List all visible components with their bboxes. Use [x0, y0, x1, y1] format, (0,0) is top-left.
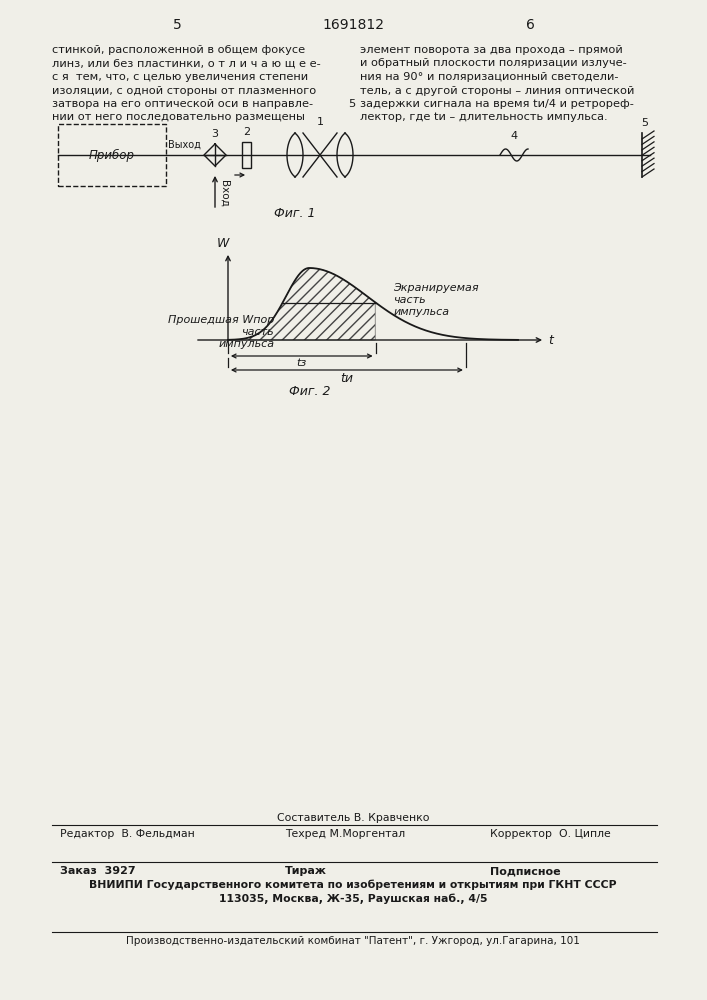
Text: W: W	[217, 237, 229, 250]
Text: с я  тем, что, с целью увеличения степени: с я тем, что, с целью увеличения степени	[52, 72, 308, 82]
Text: Производственно-издательский комбинат "Патент", г. Ужгород, ул.Гагарина, 101: Производственно-издательский комбинат "П…	[126, 936, 580, 946]
Text: Тираж: Тираж	[285, 866, 327, 876]
Text: 1: 1	[317, 117, 324, 127]
Text: 5: 5	[641, 118, 648, 128]
Text: импульса: импульса	[218, 339, 274, 349]
Text: Фиг. 2: Фиг. 2	[289, 385, 331, 398]
Text: Прибор: Прибор	[89, 148, 135, 162]
Text: линз, или без пластинки, о т л и ч а ю щ е е-: линз, или без пластинки, о т л и ч а ю щ…	[52, 58, 321, 68]
Bar	[242, 142, 251, 168]
Text: Выход: Выход	[168, 140, 201, 150]
Text: 3: 3	[211, 129, 218, 139]
Text: Техред М.Моргентал: Техред М.Моргентал	[285, 829, 405, 839]
Text: 5: 5	[173, 18, 182, 32]
Text: импульса: импульса	[394, 307, 450, 317]
Text: и обратный плоскости поляризации излуче-: и обратный плоскости поляризации излуче-	[360, 58, 626, 68]
Text: задержки сигнала на время tи/4 и ретрореф-: задержки сигнала на время tи/4 и ретроре…	[360, 99, 634, 109]
Text: 5: 5	[349, 99, 356, 109]
Text: нии от него последовательно размещены: нии от него последовательно размещены	[52, 112, 305, 122]
Text: tз: tз	[297, 358, 307, 368]
Text: часть: часть	[242, 327, 274, 337]
Text: t: t	[548, 334, 553, 347]
Text: Фиг. 1: Фиг. 1	[274, 207, 316, 220]
Text: лектор, где tи – длительность импульса.: лектор, где tи – длительность импульса.	[360, 112, 607, 122]
Text: 4: 4	[510, 131, 518, 141]
Text: изоляции, с одной стороны от плазменного: изоляции, с одной стороны от плазменного	[52, 86, 316, 96]
Text: 1691812: 1691812	[322, 18, 384, 32]
Text: тель, а с другой стороны – линия оптической: тель, а с другой стороны – линия оптичес…	[360, 86, 634, 96]
Bar	[58, 124, 166, 186]
Text: Корректор  О. Ципле: Корректор О. Ципле	[490, 829, 611, 839]
Text: Составитель В. Кравченко: Составитель В. Кравченко	[276, 813, 429, 823]
Text: ния на 90° и поляризационный светодели-: ния на 90° и поляризационный светодели-	[360, 72, 619, 82]
Text: 6: 6	[525, 18, 534, 32]
Text: стинкой, расположенной в общем фокусе: стинкой, расположенной в общем фокусе	[52, 45, 305, 55]
Text: часть: часть	[394, 295, 426, 305]
Text: Вход: Вход	[219, 180, 229, 206]
Text: затвора на его оптической оси в направле-: затвора на его оптической оси в направле…	[52, 99, 313, 109]
Text: 113035, Москва, Ж-35, Раушская наб., 4/5: 113035, Москва, Ж-35, Раушская наб., 4/5	[218, 893, 487, 904]
Text: Подписное: Подписное	[490, 866, 561, 876]
Text: элемент поворота за два прохода – прямой: элемент поворота за два прохода – прямой	[360, 45, 623, 55]
Text: Редактор  В. Фельдман: Редактор В. Фельдман	[60, 829, 194, 839]
Text: Прошедшая Wпор: Прошедшая Wпор	[168, 315, 274, 325]
Text: 2: 2	[243, 127, 250, 137]
Text: Заказ  3927: Заказ 3927	[60, 866, 136, 876]
Text: ВНИИПИ Государственного комитета по изобретениям и открытиям при ГКНТ СССР: ВНИИПИ Государственного комитета по изоб…	[89, 880, 617, 890]
Text: Экранируемая: Экранируемая	[394, 283, 479, 293]
Text: tи: tи	[340, 372, 354, 385]
